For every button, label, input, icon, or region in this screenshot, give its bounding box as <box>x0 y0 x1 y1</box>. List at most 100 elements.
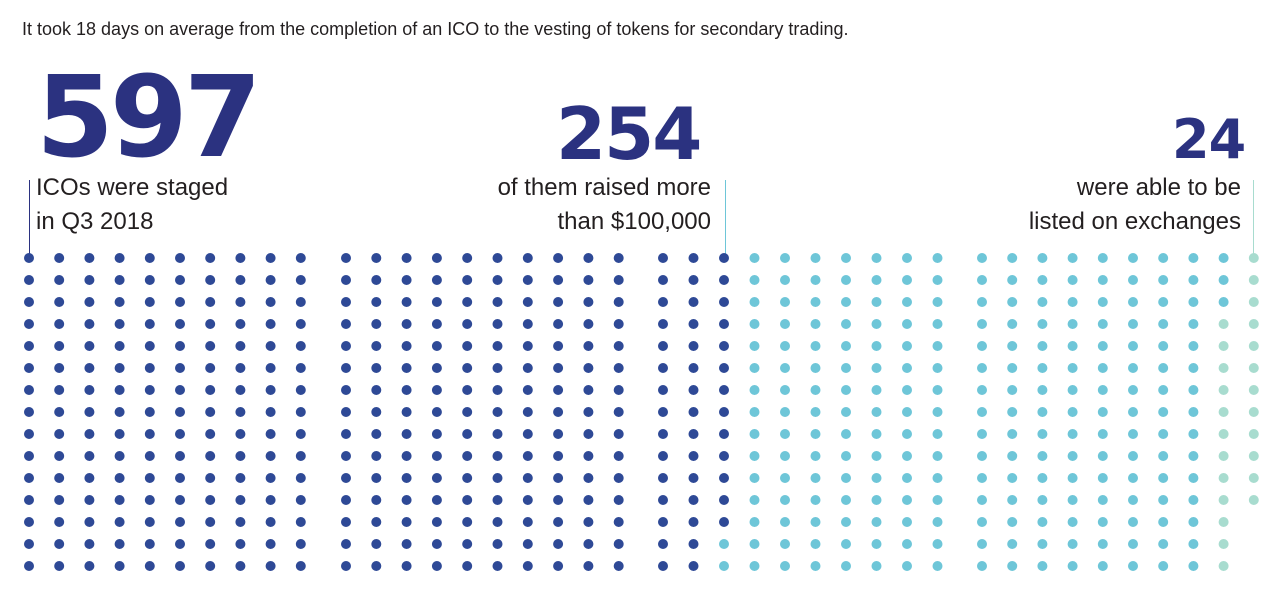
dot-segment-1 <box>719 517 729 527</box>
dot-segment-1 <box>401 407 412 417</box>
dot-segment-1 <box>114 495 125 505</box>
dot-segment-1 <box>144 363 155 373</box>
dot-segment-2 <box>810 319 821 329</box>
dot-segment-1 <box>401 561 412 571</box>
dot-segment-2 <box>1218 253 1229 263</box>
dot-segment-2 <box>1067 319 1078 329</box>
dot-segment-2 <box>1037 473 1048 483</box>
dot-segment-1 <box>24 385 34 395</box>
dot-segment-2 <box>1037 253 1048 263</box>
dot-segment-2 <box>871 319 882 329</box>
dot-segment-1 <box>24 407 34 417</box>
dot-segment-2 <box>1188 341 1199 351</box>
dot-segment-1 <box>84 429 95 439</box>
dot-segment-2 <box>902 363 912 373</box>
dot-segment-1 <box>24 451 34 461</box>
dot-segment-1 <box>492 385 503 395</box>
dot-segment-2 <box>1007 341 1018 351</box>
dot-segment-1 <box>265 561 276 571</box>
dot-segment-1 <box>401 385 412 395</box>
dot-segment-2 <box>1158 561 1169 571</box>
dot-segment-1 <box>84 407 95 417</box>
dot-segment-1 <box>462 385 473 395</box>
dot-segment-1 <box>522 429 533 439</box>
dot-segment-1 <box>522 495 533 505</box>
dot-segment-2 <box>749 495 760 505</box>
dot-segment-1 <box>341 473 351 483</box>
dot-segment-1 <box>24 517 34 527</box>
stat-label-raised: of them raised more than $100,000 <box>498 171 711 239</box>
dot-segment-2 <box>977 341 987 351</box>
dot-segment-1 <box>205 561 216 571</box>
dot-segment-1 <box>341 297 351 307</box>
dot-segment-1 <box>205 253 216 263</box>
dot-segment-1 <box>114 539 125 549</box>
dot-segment-2 <box>1037 539 1048 549</box>
dot-segment-2 <box>1158 385 1169 395</box>
dot-segment-1 <box>522 539 533 549</box>
dot-segment-2 <box>1097 451 1108 461</box>
dot-segment-2 <box>841 319 851 329</box>
dot-segment-1 <box>371 363 382 373</box>
dot-segment-1 <box>462 297 473 307</box>
dot-segment-1 <box>175 253 185 263</box>
dot-segment-1 <box>114 363 125 373</box>
dot-segment-2 <box>841 451 851 461</box>
dot-segment-1 <box>658 319 668 329</box>
dot-segment-1 <box>205 473 216 483</box>
dot-segment-1 <box>613 429 624 439</box>
dot-segment-1 <box>522 517 533 527</box>
dot-segment-2 <box>749 429 760 439</box>
dot-segment-2 <box>1188 561 1199 571</box>
dot-segment-1 <box>144 275 155 285</box>
dot-segment-1 <box>553 473 564 483</box>
dot-segment-1 <box>84 319 95 329</box>
dot-segment-2 <box>1218 275 1229 285</box>
dot-segment-2 <box>780 473 790 483</box>
dot-segment-1 <box>24 429 34 439</box>
dot-segment-1 <box>295 407 306 417</box>
dot-segment-3 <box>1218 319 1229 329</box>
dot-segment-1 <box>114 341 125 351</box>
dot-segment-2 <box>1158 363 1169 373</box>
dot-segment-1 <box>553 363 564 373</box>
dot-segment-2 <box>1097 341 1108 351</box>
dot-segment-1 <box>719 253 729 263</box>
dot-segment-1 <box>613 385 624 395</box>
dot-segment-2 <box>841 495 851 505</box>
dot-segment-1 <box>84 451 95 461</box>
dot-segment-1 <box>54 363 65 373</box>
dot-segment-2 <box>871 407 882 417</box>
dot-segment-1 <box>24 297 34 307</box>
dot-segment-1 <box>265 319 276 329</box>
dot-segment-1 <box>84 385 95 395</box>
dot-segment-1 <box>462 451 473 461</box>
dot-segment-1 <box>175 561 185 571</box>
dot-segment-2 <box>780 275 790 285</box>
dot-segment-2 <box>719 539 729 549</box>
dot-segment-1 <box>175 473 185 483</box>
dot-segment-1 <box>431 253 442 263</box>
dot-segment-1 <box>295 517 306 527</box>
dot-segment-1 <box>492 275 503 285</box>
dot-segment-1 <box>295 275 306 285</box>
dot-segment-1 <box>235 451 246 461</box>
dot-segment-1 <box>265 253 276 263</box>
dot-segment-1 <box>265 297 276 307</box>
dot-segment-1 <box>522 385 533 395</box>
dot-segment-2 <box>1158 319 1169 329</box>
dot-segment-2 <box>871 253 882 263</box>
dot-segment-1 <box>613 297 624 307</box>
dot-segment-2 <box>932 539 943 549</box>
dot-segment-2 <box>1128 275 1138 285</box>
dot-segment-1 <box>658 275 668 285</box>
dot-segment-1 <box>553 341 564 351</box>
dot-segment-1 <box>295 473 306 483</box>
dot-segment-1 <box>341 341 351 351</box>
dot-segment-2 <box>1097 275 1108 285</box>
dot-segment-1 <box>658 429 668 439</box>
dot-segment-2 <box>1007 253 1018 263</box>
dot-segment-2 <box>902 429 912 439</box>
dot-segment-1 <box>54 429 65 439</box>
dot-segment-1 <box>235 341 246 351</box>
